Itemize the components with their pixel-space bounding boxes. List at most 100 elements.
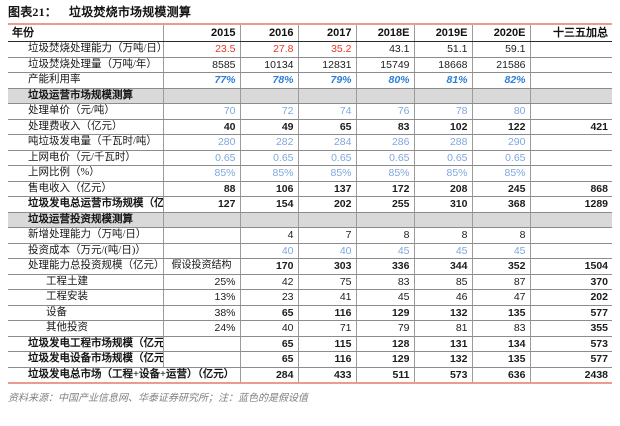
- empty-cell: [414, 88, 473, 104]
- table-row: 投资成本（万元/(吨/日)） 40 40 45 45 45: [8, 243, 612, 259]
- value-cell: 85%: [163, 165, 241, 182]
- row-label: 处理单价（元/吨）: [8, 103, 164, 120]
- row-label: 垃圾焚烧处理能力（万吨/日）: [8, 41, 164, 58]
- value-cell: [530, 165, 612, 182]
- column-header: 2016: [240, 24, 299, 42]
- value-cell: [530, 150, 612, 166]
- value-cell: [163, 243, 241, 259]
- value-cell: 573: [414, 367, 473, 383]
- value-cell: 27.8: [240, 41, 299, 58]
- value-cell: 116: [298, 305, 357, 321]
- value-cell: 23.5: [163, 41, 241, 58]
- value-cell: 45: [472, 243, 531, 259]
- value-cell: 87: [472, 274, 531, 290]
- table-row: 售电收入（亿元） 88 106 137 172 208 245 868: [8, 181, 612, 197]
- row-label: 上网电价（元/千瓦时）: [8, 150, 164, 166]
- market-size-table: 年份 2015 2016 2017 2018E 2019E 2020E 十三五加总 垃圾焚烧处理…: [8, 23, 612, 384]
- figure-name: 垃圾焚烧市场规模测算: [69, 5, 192, 19]
- table-row: 垃圾焚烧处理量（万吨/年） 8585 10134 12831 15749 18668 215…: [8, 57, 612, 73]
- value-cell: 8: [356, 227, 415, 244]
- value-cell: 0.65: [163, 150, 241, 166]
- value-cell: 4: [240, 227, 299, 244]
- section-title: 垃圾运营投资规模测算: [8, 212, 164, 228]
- value-cell: 71: [298, 320, 357, 337]
- value-cell: 170: [240, 258, 299, 275]
- value-cell: 202: [530, 289, 612, 306]
- value-cell: 511: [356, 367, 415, 383]
- value-cell: [163, 336, 241, 352]
- value-cell: 636: [472, 367, 531, 383]
- value-cell: 49: [240, 119, 299, 135]
- empty-cell: [240, 88, 299, 104]
- value-cell: 0.65: [240, 150, 299, 166]
- value-cell: 85: [414, 274, 473, 290]
- value-cell: 85%: [472, 165, 531, 182]
- value-cell: 45: [414, 243, 473, 259]
- value-cell: 79%: [298, 72, 357, 89]
- value-cell: 135: [472, 351, 531, 368]
- value-cell: 352: [472, 258, 531, 275]
- empty-cell: [298, 212, 357, 228]
- row-label: 上网比例（%）: [8, 165, 164, 182]
- row-label: 新增处理能力（万吨/日）: [8, 227, 164, 244]
- table-row: 设备 38% 65 116 129 132 135 577: [8, 305, 612, 321]
- value-cell: 70: [163, 103, 241, 120]
- column-header: 十三五加总: [530, 24, 612, 42]
- value-cell: 286: [356, 134, 415, 151]
- value-cell: 23: [240, 289, 299, 306]
- value-cell: 102: [414, 119, 473, 135]
- value-cell: 0.65: [472, 150, 531, 166]
- table-row: 垃圾焚烧处理能力（万吨/日） 23.5 27.8 35.2 43.1 51.1 59.1: [8, 41, 612, 58]
- value-cell: 41: [298, 289, 357, 306]
- figure-title: 图表21： 垃圾焚烧市场规模测算: [8, 3, 612, 20]
- value-cell: 368: [472, 196, 531, 213]
- value-cell: 577: [530, 305, 612, 321]
- value-cell: 172: [356, 181, 415, 197]
- column-header: 2020E: [472, 24, 531, 42]
- value-cell: 85%: [298, 165, 357, 182]
- value-cell: 1289: [530, 196, 612, 213]
- value-cell: [530, 243, 612, 259]
- table-row: 上网电价（元/千瓦时） 0.65 0.65 0.65 0.65 0.65 0.65: [8, 150, 612, 166]
- value-cell: 344: [414, 258, 473, 275]
- empty-cell: [163, 88, 241, 104]
- value-cell: 573: [530, 336, 612, 352]
- value-cell: 13%: [163, 289, 241, 306]
- value-cell: 59.1: [472, 41, 531, 58]
- value-cell: [530, 227, 612, 244]
- value-cell: 115: [298, 336, 357, 352]
- table-row: 垃圾发电总市场（工程+设备+运营）（亿元） 284 433 511 573 636 2438: [8, 367, 612, 383]
- row-label: 其他投资: [8, 320, 164, 337]
- value-cell: 80%: [356, 72, 415, 89]
- value-cell: [530, 134, 612, 151]
- empty-cell: [414, 212, 473, 228]
- value-cell: 40: [240, 243, 299, 259]
- value-cell: 284: [240, 367, 299, 383]
- value-cell: [163, 351, 241, 368]
- row-label: 工程安装: [8, 289, 164, 306]
- empty-cell: [530, 88, 612, 104]
- empty-cell: [298, 88, 357, 104]
- value-cell: 假设投资结构: [163, 258, 241, 275]
- value-cell: 85%: [356, 165, 415, 182]
- value-cell: 1504: [530, 258, 612, 275]
- value-cell: 15749: [356, 57, 415, 73]
- column-header: 2017: [298, 24, 357, 42]
- value-cell: 255: [356, 196, 415, 213]
- section-header-row: 垃圾运营市场规模测算: [8, 88, 612, 104]
- value-cell: 433: [298, 367, 357, 383]
- value-cell: 134: [472, 336, 531, 352]
- value-cell: 25%: [163, 274, 241, 290]
- value-cell: 82%: [472, 72, 531, 89]
- value-cell: 0.65: [414, 150, 473, 166]
- value-cell: 116: [298, 351, 357, 368]
- value-cell: 35.2: [298, 41, 357, 58]
- value-cell: 128: [356, 336, 415, 352]
- value-cell: 208: [414, 181, 473, 197]
- table-row: 新增处理能力（万吨/日） 4 7 8 8 8: [8, 227, 612, 244]
- value-cell: 355: [530, 320, 612, 337]
- table-row: 上网比例（%） 85% 85% 85% 85% 85% 85%: [8, 165, 612, 182]
- row-label: 售电收入（亿元）: [8, 181, 164, 197]
- row-label: 垃圾焚烧处理量（万吨/年）: [8, 57, 164, 73]
- column-header: 2018E: [356, 24, 415, 42]
